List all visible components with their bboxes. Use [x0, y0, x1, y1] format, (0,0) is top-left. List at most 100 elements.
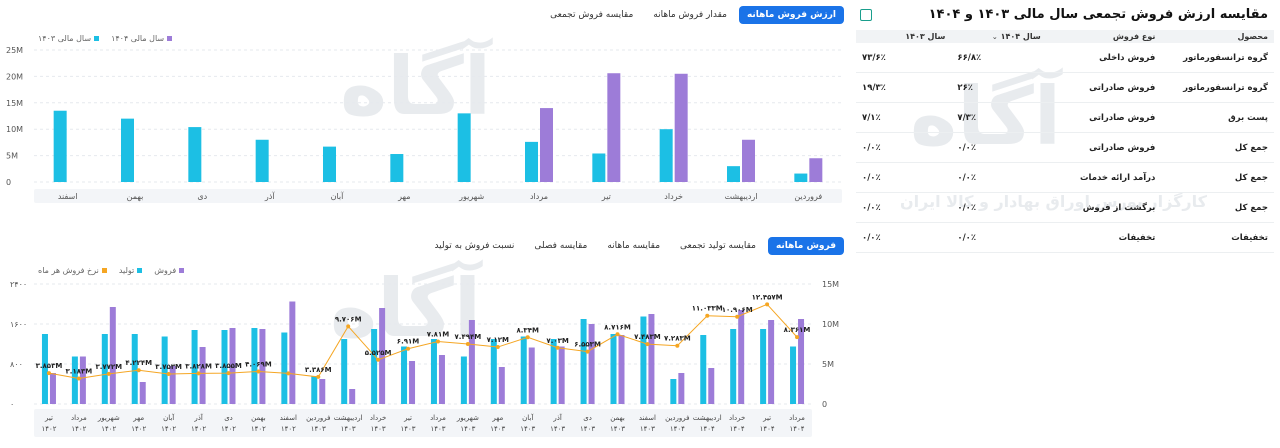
x-tick-year: ۱۴۰۳: [311, 425, 326, 433]
bar-sales: [289, 301, 296, 404]
rate-data-label: ۷.۴۸۳M: [634, 333, 661, 341]
x-tick-label: خرداد: [664, 192, 683, 201]
rate-point: [495, 345, 500, 350]
rate-point: [136, 368, 141, 373]
rate-point: [765, 302, 770, 307]
x-tick-label: آذر: [264, 191, 275, 201]
legend-item-1404[interactable]: سال مالی ۱۴۰۴: [111, 34, 173, 43]
bar-production: [41, 334, 48, 404]
bar-production: [550, 339, 557, 404]
y-right-tick-label: 10M: [822, 320, 839, 329]
cell-product: تخفیفات: [1161, 222, 1274, 253]
cell-product: گروه ترانسفورماتور: [1161, 72, 1274, 103]
header-sales-type[interactable]: نوع فروش: [1046, 30, 1162, 43]
table-row[interactable]: پست برق فروش صادراتی ۷/۳٪ ۷/۱٪: [856, 102, 1274, 133]
rate-point: [316, 374, 321, 379]
y-right-tick-label: 0: [822, 400, 827, 409]
table-row[interactable]: گروه ترانسفورماتور فروش صادراتی ۲۶٪ ۱۹/۳٪: [856, 72, 1274, 103]
x-tick-year: ۱۴۰۴: [730, 425, 745, 433]
cell-1403: ۱۹/۳٪: [856, 72, 952, 103]
bar-production: [371, 329, 378, 404]
bar-production: [251, 328, 258, 404]
tab-monthly-sales-value[interactable]: ارزش فروش ماهانه: [738, 6, 844, 24]
x-tick-month: بهمن: [610, 414, 625, 422]
bar-1403: [457, 113, 471, 182]
bar-sales: [798, 319, 805, 404]
x-tick-label: دی: [197, 192, 207, 201]
x-tick-label: مرداد: [530, 192, 548, 201]
x-tick-year: ۱۴۰۳: [341, 425, 356, 433]
x-tick-month: شهریور: [97, 414, 120, 422]
x-tick-month: مرداد: [71, 414, 87, 422]
rate-data-label: ۳.۸۲۸M: [185, 362, 212, 370]
x-tick-year: ۱۴۰۴: [700, 425, 715, 433]
rate-point: [166, 371, 171, 376]
bar-production: [790, 346, 797, 404]
legend-item-production[interactable]: تولید: [119, 266, 143, 275]
y-tick-label: 20M: [6, 72, 23, 81]
cell-1404: ۰/۰٪: [951, 222, 1047, 253]
bar-1403: [323, 146, 336, 182]
table-row[interactable]: جمع کل درآمد ارائه خدمات ۰/۰٪ ۰/۰٪: [856, 162, 1274, 193]
bar-production: [430, 339, 437, 404]
tab-sales-production-ratio[interactable]: نسبت فروش به تولید: [434, 241, 515, 251]
tab-monthly-sales[interactable]: فروش ماهانه: [767, 237, 844, 255]
rate-data-label: ۴.۲۲۴M: [125, 359, 152, 367]
tab-cumulative-sales-compare[interactable]: مقایسه فروش تجمعی: [550, 10, 634, 20]
rate-point: [226, 371, 231, 376]
bar-production: [580, 319, 587, 404]
x-tick-label: فروردین: [794, 192, 822, 201]
bar-sales: [528, 347, 535, 404]
bar-1403: [121, 118, 134, 182]
cell-product: گروه ترانسفورماتور: [1161, 43, 1274, 73]
x-tick-label: اسفند: [58, 192, 78, 201]
x-tick-month: مرداد: [789, 414, 805, 422]
cell-product: جمع کل: [1161, 162, 1274, 193]
legend-item-rate[interactable]: نرخ فروش هر ماه: [38, 266, 107, 275]
header-product[interactable]: محصول: [1161, 30, 1274, 43]
table-row[interactable]: گروه ترانسفورماتور فروش داخلی ۶۶/۸٪ ۷۳/۶٪: [856, 43, 1274, 73]
rate-point: [645, 342, 650, 347]
tab-seasonal-compare[interactable]: مقایسه فصلی: [534, 241, 588, 251]
rate-data-label: ۳.۱۸۳M: [66, 368, 93, 376]
x-tick-year: ۱۴۰۴: [760, 425, 775, 433]
bar-1403: [592, 153, 606, 182]
bar-1403: [255, 139, 269, 182]
bar-sales: [468, 320, 475, 404]
table-row[interactable]: جمع کل فروش صادراتی ۰/۰٪ ۰/۰٪: [856, 132, 1274, 163]
legend-item-1403[interactable]: سال مالی ۱۴۰۳: [38, 34, 100, 43]
header-1404[interactable]: سال ۱۴۰۴ ⌄: [951, 30, 1047, 43]
rate-point: [675, 343, 680, 348]
x-tick-label: اردیبهشت: [725, 192, 758, 201]
y-left-tick-label: ۸۰۰: [10, 360, 23, 369]
chevron-down-icon[interactable]: ⌄: [991, 33, 998, 41]
cell-1404: ۰/۰٪: [951, 192, 1047, 223]
tab-cumulative-production[interactable]: مقایسه تولید تجمعی: [680, 241, 756, 251]
tab-monthly-compare[interactable]: مقایسه ماهانه: [607, 241, 661, 251]
legend-item-sales[interactable]: فروش: [154, 266, 185, 275]
bar-production: [401, 346, 408, 404]
x-tick-month: آذر: [552, 413, 562, 422]
y-tick-label: 25M: [6, 46, 23, 55]
x-tick-year: ۱۴۰۳: [520, 425, 535, 433]
rate-data-label: ۸.۳۶۱M: [784, 326, 811, 334]
cell-1403: ۷/۱٪: [856, 102, 952, 133]
rate-point: [735, 314, 740, 319]
x-tick-year: ۱۴۰۲: [191, 425, 206, 433]
rate-point: [76, 376, 81, 381]
rate-data-label: ۷.۸۱M: [427, 331, 449, 339]
header-1403[interactable]: سال ۱۴۰۳: [856, 30, 952, 43]
bar-production: [281, 332, 288, 404]
table-row[interactable]: تخفیفات تخفیفات ۰/۰٪ ۰/۰٪: [856, 222, 1274, 253]
rate-point: [525, 335, 530, 340]
cell-product: جمع کل: [1161, 132, 1274, 163]
table-row[interactable]: جمع کل برگشت از فروش ۰/۰٪ ۰/۰٪: [856, 192, 1274, 223]
tab-monthly-sales-quantity[interactable]: مقدار فروش ماهانه: [653, 10, 727, 20]
bar-production: [730, 329, 737, 404]
x-tick-month: تیر: [762, 414, 771, 422]
bar-production: [520, 336, 527, 404]
bar-sales: [79, 356, 86, 404]
refresh-icon[interactable]: [860, 9, 872, 21]
bar-production: [640, 316, 647, 404]
cell-1404: ۰/۰٪: [951, 132, 1047, 163]
